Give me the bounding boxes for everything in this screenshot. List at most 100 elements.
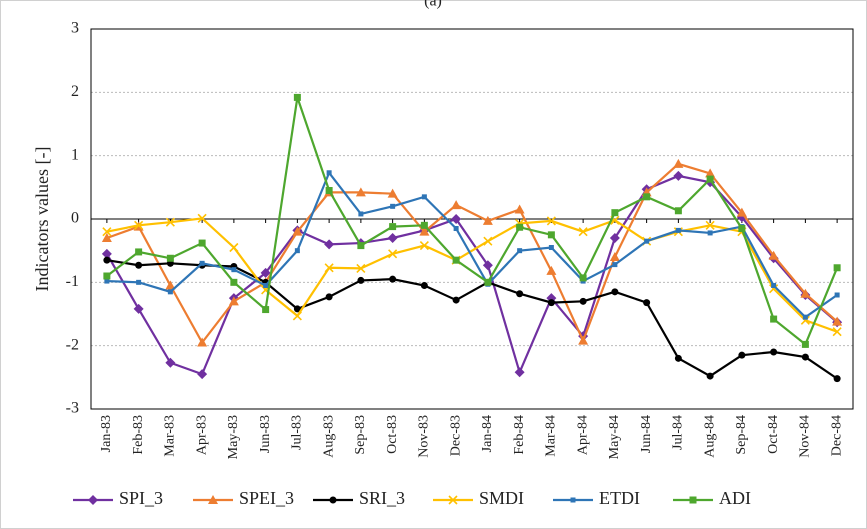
y-tick-label: 2 [71, 83, 79, 100]
data-point [355, 187, 366, 197]
data-point [517, 248, 523, 254]
data-point [419, 241, 429, 251]
data-point [802, 314, 808, 320]
y-tick-label: -3 [66, 400, 79, 417]
data-point [324, 239, 335, 250]
data-point [482, 215, 493, 225]
data-point [674, 207, 682, 215]
x-tick-label: Feb-84 [512, 415, 527, 455]
data-point [165, 217, 175, 227]
data-point [833, 264, 841, 272]
data-point [707, 230, 713, 236]
data-point [482, 260, 493, 271]
data-point [293, 305, 301, 313]
data-point [770, 348, 778, 356]
legend-label: SPEI_3 [239, 488, 294, 508]
data-point [197, 213, 207, 223]
data-point [832, 327, 842, 337]
data-point [103, 272, 111, 280]
x-tick-label: Dec-84 [829, 415, 844, 456]
data-point [643, 299, 651, 307]
data-point [165, 357, 176, 368]
data-point [452, 296, 460, 304]
data-point [675, 227, 681, 233]
data-point [104, 278, 110, 284]
x-tick-label: Sep-83 [353, 415, 368, 455]
data-point [546, 216, 556, 226]
data-point [800, 288, 811, 298]
data-point [133, 303, 144, 314]
data-point [103, 256, 111, 264]
data-point [674, 354, 682, 362]
x-tick-label: Apr-84 [575, 415, 590, 455]
data-point [198, 239, 206, 247]
data-point [771, 283, 777, 288]
data-point [292, 226, 303, 236]
x-tick-label: Oct-83 [385, 415, 400, 454]
data-point [514, 367, 525, 378]
data-point [101, 248, 112, 259]
data-point [706, 372, 714, 380]
data-point [420, 221, 428, 229]
data-point [578, 227, 588, 237]
data-point [357, 276, 365, 284]
data-point [706, 175, 714, 183]
x-tick-label: Jun-83 [258, 415, 273, 453]
data-point [326, 170, 332, 176]
data-point [199, 260, 205, 266]
x-tick-label: Sep-84 [734, 415, 749, 455]
data-point [165, 280, 176, 290]
data-point [673, 158, 684, 168]
data-point [419, 226, 430, 236]
legend-label: SPI_3 [119, 488, 163, 508]
data-point [134, 220, 144, 230]
data-point [356, 263, 366, 273]
data-point [644, 238, 650, 244]
data-point [579, 297, 587, 305]
data-point [324, 263, 334, 273]
data-point [293, 93, 301, 101]
data-point [548, 245, 554, 250]
data-point [389, 275, 397, 283]
y-tick-label: -2 [66, 336, 79, 353]
x-tick-label: Mar-84 [544, 415, 559, 457]
data-point [484, 278, 492, 286]
data-point [609, 233, 620, 243]
x-tick-label: Oct-84 [766, 415, 781, 454]
y-tick-label: 1 [71, 146, 79, 163]
data-point [197, 369, 208, 380]
data-point [738, 225, 746, 232]
data-point [263, 283, 269, 288]
data-point [801, 353, 809, 361]
data-point [228, 296, 239, 306]
data-point [325, 293, 333, 301]
data-point [547, 231, 555, 239]
x-tick-label: May-84 [607, 415, 622, 459]
data-point [768, 250, 779, 260]
data-point [390, 203, 396, 209]
legend-label: ETDI [599, 488, 640, 508]
data-point [451, 214, 462, 224]
series-line [106, 217, 838, 333]
data-point [579, 274, 587, 282]
legend-marker [88, 495, 98, 505]
data-point [800, 315, 810, 325]
series-line [106, 170, 838, 319]
data-point [294, 248, 300, 254]
data-point [736, 207, 747, 217]
data-point [358, 211, 364, 217]
data-point [770, 315, 778, 323]
data-point [229, 242, 239, 253]
data-point [387, 233, 398, 243]
x-tick-label: Jun-84 [639, 415, 654, 453]
data-point [643, 193, 651, 201]
data-point [167, 289, 173, 295]
data-point [292, 311, 302, 321]
data-point [832, 316, 843, 326]
data-point [420, 282, 428, 289]
x-tick-label: Jul-83 [290, 415, 305, 450]
data-point [516, 223, 524, 231]
x-tick-label: Aug-84 [702, 415, 717, 458]
data-point [483, 236, 493, 246]
